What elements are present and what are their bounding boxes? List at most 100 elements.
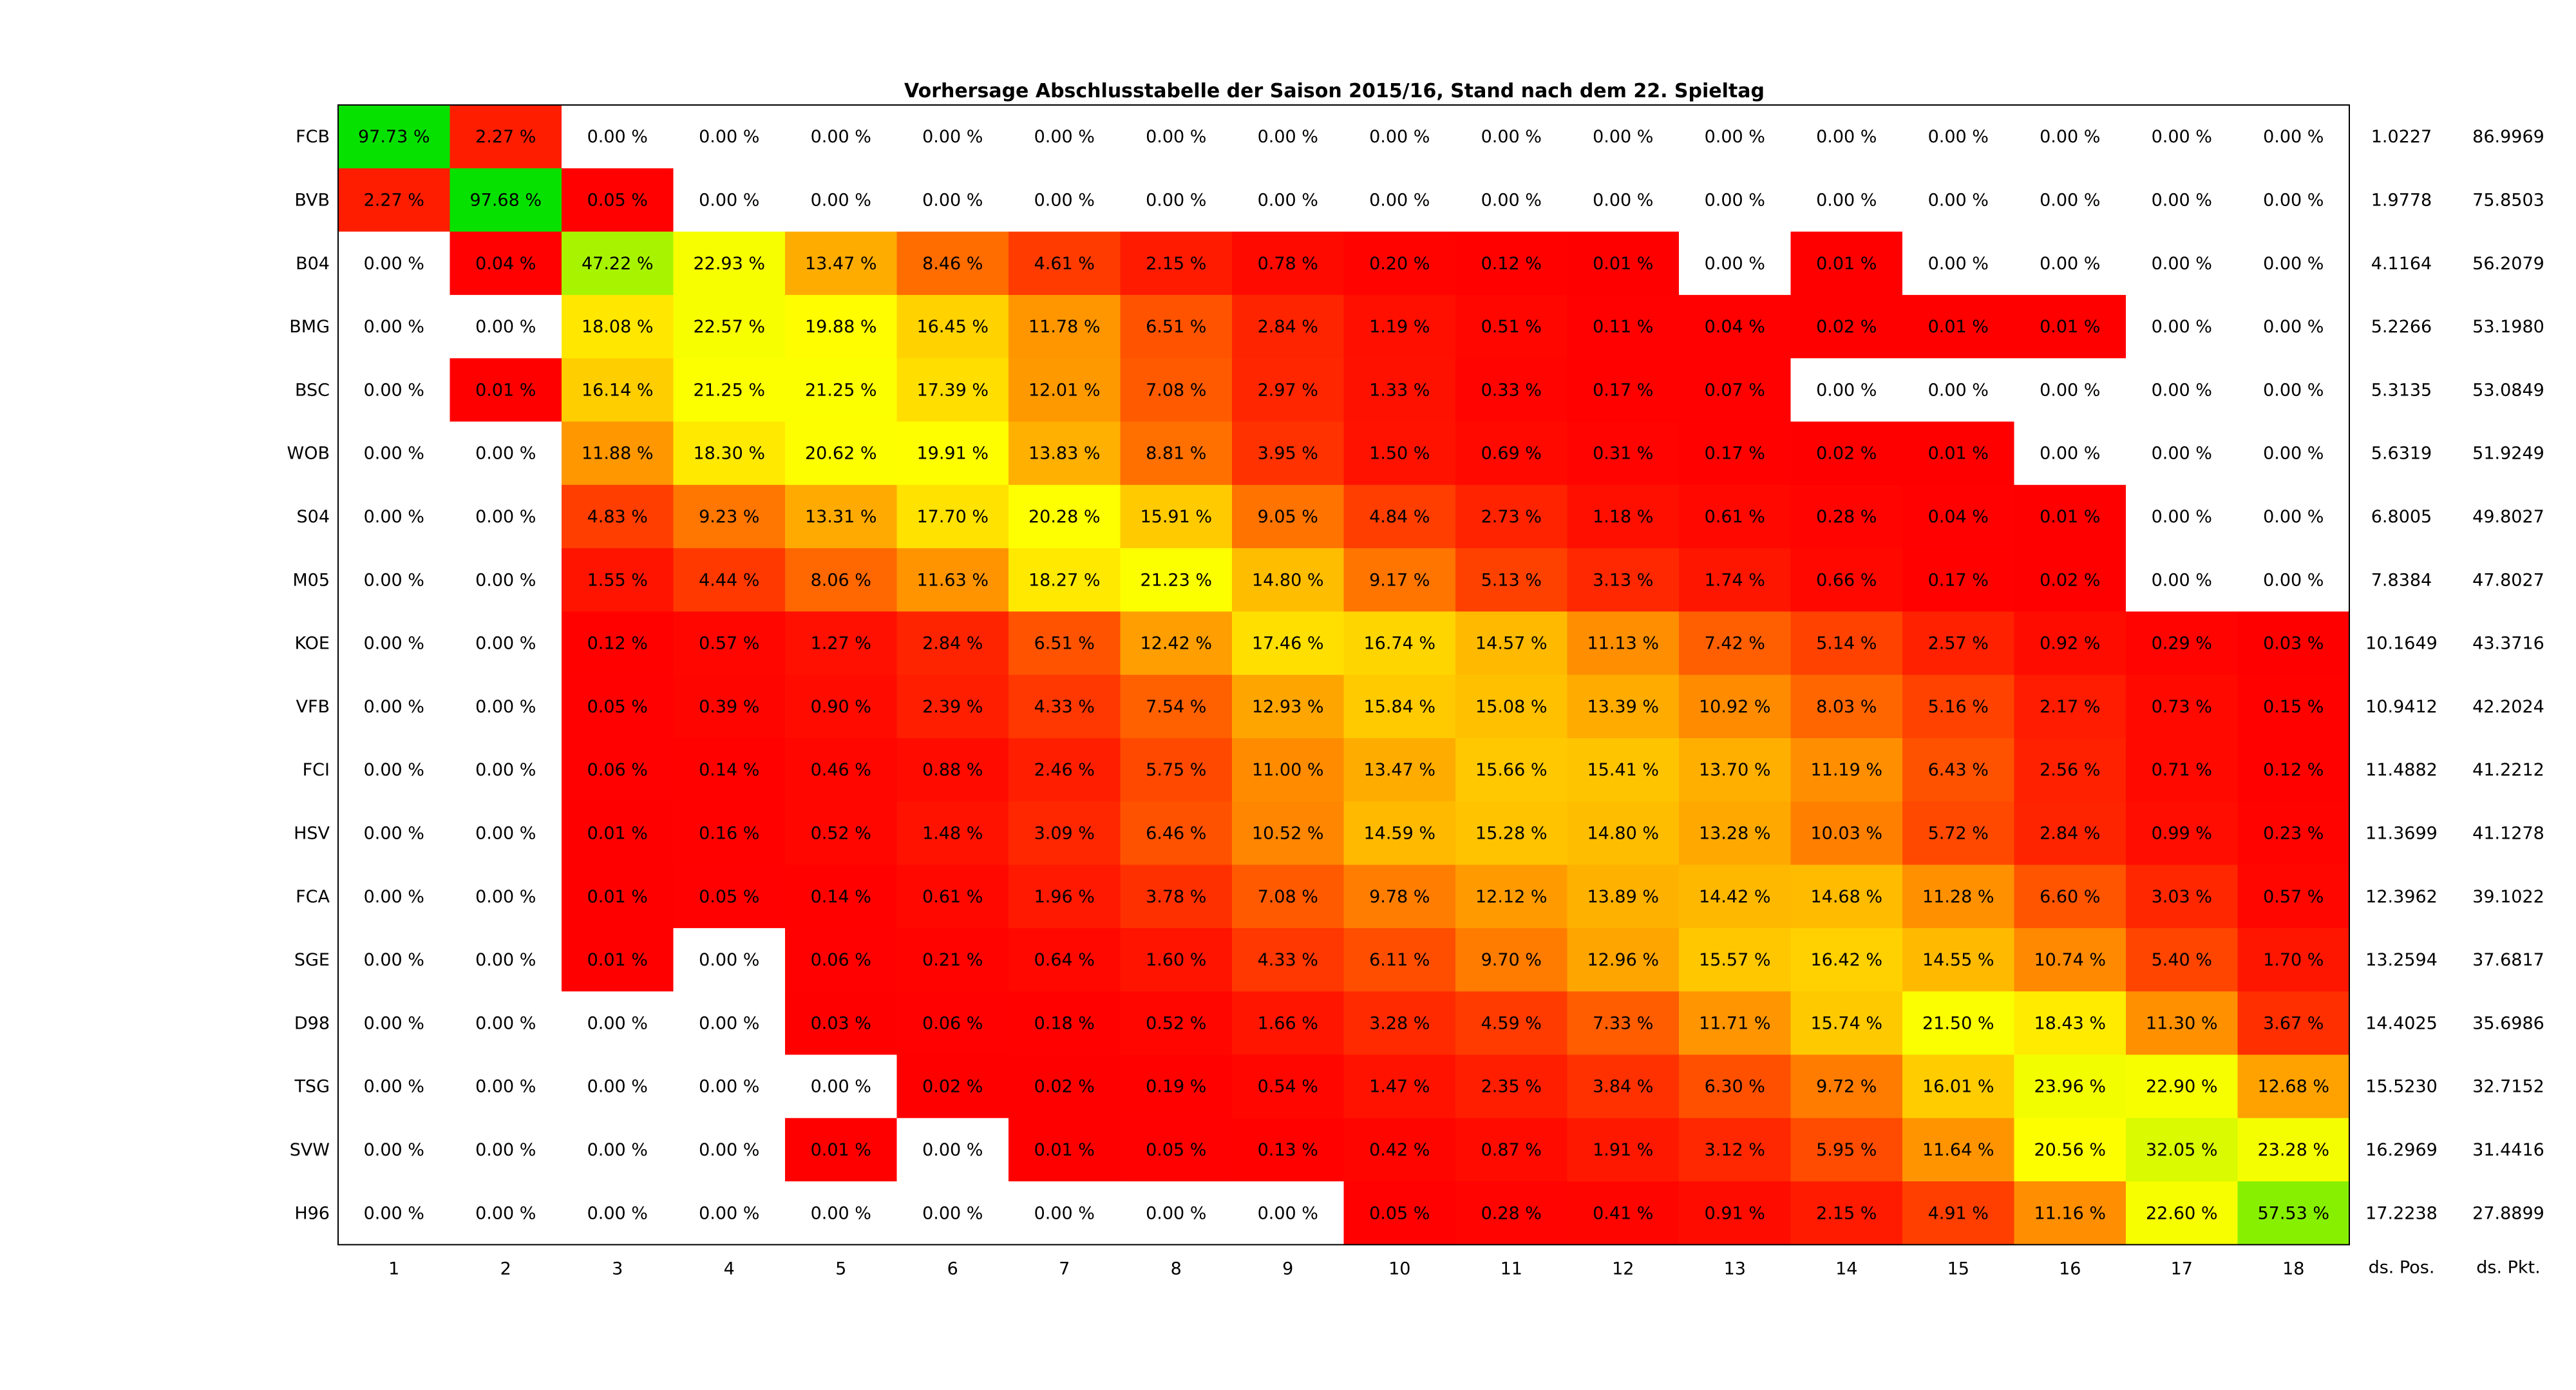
heatmap-cell [1455,801,1568,866]
cell-value-label: 97.68 % [469,190,542,210]
heatmap-cell [1343,1054,1456,1119]
cell-value-label: 22.93 % [693,254,765,274]
heatmap-cell [1679,484,1792,549]
cell-value-label: 11.28 % [1922,887,1994,907]
heatmap-cell [1120,738,1233,802]
cell-value-label: 0.00 % [475,823,536,843]
heatmap-cell [896,1181,1009,1245]
heatmap-cell [896,168,1009,233]
heatmap-cell [562,1118,674,1182]
heatmap-cell [1232,548,1345,612]
heatmap-cell [450,484,562,549]
cell-value-label: 0.00 % [699,950,759,970]
cell-value-label: 21.25 % [805,380,877,400]
heatmap-cell [1120,991,1233,1056]
x-tick-label: 4 [724,1259,735,1279]
cell-value-label: 0.78 % [1258,254,1318,274]
heatmap-cell [562,231,674,296]
x-tick-label: 11 [1501,1259,1522,1279]
cell-value-label: 0.00 % [2152,570,2212,590]
cell-value-label: 13.39 % [1587,697,1659,717]
heatmap-cell [2237,548,2350,612]
heatmap-cell [2014,611,2126,676]
avg-position-value: 17.2238 [2365,1203,2438,1223]
heatmap-cell [896,801,1009,866]
cell-value-label: 1.19 % [1369,317,1430,337]
cell-value-label: 0.01 % [1928,444,1989,464]
heatmap-cell [896,358,1009,423]
heatmap-cell [1232,105,1345,169]
cell-value-label: 0.01 % [1816,254,1877,274]
cell-value-label: 0.03 % [2263,634,2324,654]
cell-value-label: 0.00 % [475,760,536,780]
cell-value-label: 14.57 % [1475,634,1548,654]
heatmap-cell [2126,105,2239,169]
avg-position-value: 11.3699 [2365,823,2438,843]
heatmap-cell [1009,548,1121,612]
heatmap-cell [673,358,786,423]
cell-value-label: 15.08 % [1475,697,1548,717]
heatmap-cell [896,1054,1009,1119]
cell-value-label: 20.28 % [1028,507,1101,527]
cell-value-label: 0.00 % [364,760,424,780]
cell-value-label: 7.33 % [1593,1013,1653,1033]
cell-value-label: 2.84 % [922,634,983,654]
cell-value-label: 15.91 % [1140,507,1212,527]
cell-value-label: 21.23 % [1140,570,1212,590]
avg-position-value: 11.4882 [2365,760,2438,780]
heatmap-cell [673,1054,786,1119]
cell-value-label: 0.05 % [1146,1140,1206,1160]
cell-value-label: 11.78 % [1028,317,1101,337]
cell-value-label: 0.00 % [1705,190,1765,210]
heatmap-cell [2237,991,2350,1056]
heatmap-cell [2014,358,2126,423]
cell-value-label: 0.00 % [1034,190,1095,210]
heatmap-cell [2014,421,2126,486]
cell-value-label: 20.56 % [2034,1140,2106,1160]
cell-value-label: 13.31 % [805,507,877,527]
cell-value-label: 0.14 % [699,760,759,780]
cell-value-label: 0.00 % [587,1140,648,1160]
cell-value-label: 0.31 % [1593,444,1653,464]
column-tick-labels: 1 2 3 4 5 6 7 8 9 10 11 12 13 14 15 16 17 18 [388,1259,2304,1279]
cell-value-label: 0.00 % [1816,190,1877,210]
row-label-d98: D98 [294,1013,330,1033]
avg-position-value: 10.9412 [2365,697,2438,717]
cell-value-label: 0.23 % [2263,823,2324,843]
cell-value-label: 0.64 % [1034,950,1095,970]
cell-value-label: 1.48 % [922,823,983,843]
heatmap-cell [2126,358,2239,423]
cell-value-label: 0.20 % [1369,254,1430,274]
row-label-m05: M05 [292,570,330,590]
cell-value-label: 7.42 % [1705,634,1765,654]
heatmap-cell [896,294,1009,359]
heatmap-cell [2126,168,2239,233]
heatmap-cell [1232,928,1345,992]
heatmap-cell [338,611,451,676]
cell-value-label: 9.70 % [1481,950,1542,970]
cell-value-label: 2.15 % [1146,254,1206,274]
cell-value-label: 9.72 % [1816,1077,1877,1097]
cell-value-label: 0.57 % [2263,887,2324,907]
heatmap-cell [2237,738,2350,802]
cell-value-label: 23.96 % [2034,1077,2106,1097]
cell-value-label: 0.87 % [1481,1140,1542,1160]
heatmap-cell [1232,864,1345,929]
cell-value-label: 0.61 % [922,887,983,907]
heatmap-cell [2126,421,2239,486]
avg-points-value: 47.8027 [2472,570,2544,590]
cell-value-label: 0.00 % [922,190,983,210]
cell-value-label: 2.73 % [1481,507,1542,527]
heatmap-cell [1009,168,1121,233]
row-label-b04: B04 [296,254,330,274]
cell-value-label: 0.02 % [922,1077,983,1097]
heatmap-cell [2014,864,2126,929]
cell-value-label: 5.16 % [1928,697,1989,717]
cell-value-label: 15.66 % [1475,760,1548,780]
cell-value-label: 2.84 % [2040,823,2100,843]
heatmap-cells [338,105,2350,1245]
cell-value-label: 0.00 % [364,317,424,337]
heatmap-cell [1902,928,2015,992]
cell-value-label: 4.33 % [1034,697,1095,717]
heatmap-cell [1343,611,1456,676]
